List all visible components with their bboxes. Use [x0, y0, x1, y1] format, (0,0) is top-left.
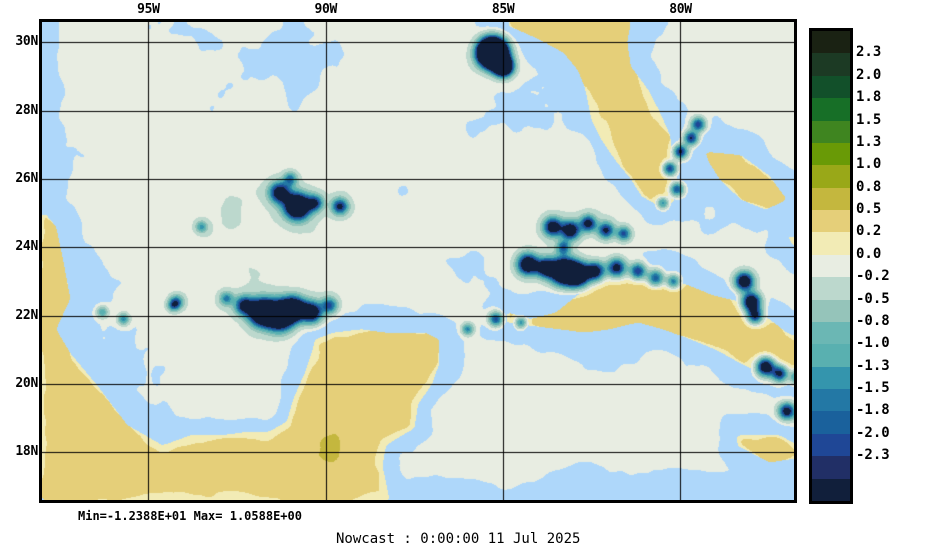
minmax-readout: Min=-1.2388E+01 Max= 1.0588E+00 — [78, 509, 302, 523]
colorbar-band-4 — [812, 120, 850, 143]
colorbar-label-10: -0.2 — [856, 268, 890, 285]
colorbar-band-10 — [812, 254, 850, 278]
colorbar-label-13: -1.0 — [856, 335, 890, 352]
colorbar-band-17 — [812, 411, 850, 434]
colorbar-band-18 — [812, 433, 850, 457]
colorbar-band-16 — [812, 389, 850, 412]
colorbar-band-14 — [812, 344, 850, 367]
colorbar-label-14: -1.3 — [856, 357, 890, 374]
colorbar-band-1 — [812, 53, 850, 76]
colorbar-band-9 — [812, 232, 850, 255]
longitude-axis: 95W 90W 85W 80W — [0, 0, 926, 22]
colorbar-label-18: -2.3 — [856, 447, 890, 464]
colorbar-label-9: 0.0 — [856, 245, 882, 262]
colorbar-label-4: 1.3 — [856, 133, 882, 150]
colorbar-label-7: 0.5 — [856, 201, 882, 218]
colorbar-band-11 — [812, 277, 850, 300]
colorbar-label-3: 1.5 — [856, 111, 882, 128]
colorbar-band-8 — [812, 210, 850, 233]
colorbar-label-15: -1.5 — [856, 380, 890, 397]
nowcast-caption: Nowcast : 0:00:00 11 Jul 2025 — [336, 531, 581, 547]
lon-tick-90w: 90W — [314, 2, 338, 17]
colorbar-label-8: 0.2 — [856, 223, 882, 240]
map-plot-area[interactable] — [39, 19, 797, 503]
lon-tick-85w: 85W — [491, 2, 515, 17]
lat-tick-30n: 30N — [15, 34, 38, 50]
colorbar-label-16: -1.8 — [856, 402, 890, 419]
lat-tick-28n: 28N — [15, 102, 38, 118]
colorbar-band-20 — [812, 478, 850, 501]
colorbar-label-6: 0.8 — [856, 178, 882, 195]
colorbar-band-6 — [812, 165, 850, 188]
lon-tick-95w: 95W — [137, 2, 160, 17]
colorbar-band-12 — [812, 299, 850, 322]
contour-field-canvas[interactable] — [42, 22, 794, 500]
lat-tick-26n: 26N — [15, 171, 38, 187]
colorbar-label-0: 2.3 — [856, 44, 882, 61]
colorbar-label-17: -2.0 — [856, 424, 890, 441]
colorbar-band-5 — [812, 142, 850, 166]
colorbar-band-3 — [812, 98, 850, 121]
colorbar-bands — [809, 28, 853, 504]
colorbar-label-5: 1.0 — [856, 156, 882, 173]
lat-tick-18n: 18N — [15, 444, 38, 460]
lat-tick-20n: 20N — [15, 375, 38, 391]
colorbar-band-7 — [812, 187, 850, 210]
colorbar-label-11: -0.5 — [856, 290, 890, 307]
colorbar-band-15 — [812, 366, 850, 389]
colorbar-tick-labels: 2.3 2.0 1.8 1.5 1.3 1.0 0.8 0.5 0.2 0.0 -0.2 -0.5 -0… — [856, 28, 926, 504]
colorbar-band-0 — [812, 31, 850, 54]
lon-tick-80w: 80W — [669, 2, 692, 17]
lat-tick-22n: 22N — [15, 307, 38, 323]
colorbar-label-2: 1.8 — [856, 89, 882, 106]
colorbar-band-13 — [812, 321, 850, 345]
colorbar-band-19 — [812, 456, 850, 479]
colorbar[interactable] — [809, 28, 853, 504]
colorbar-band-2 — [812, 75, 850, 99]
latitude-axis: 30N 28N 26N 24N 22N 20N 18N — [0, 0, 42, 551]
colorbar-label-12: -0.8 — [856, 312, 890, 329]
lat-tick-24n: 24N — [15, 239, 38, 255]
colorbar-label-1: 2.0 — [856, 66, 882, 83]
